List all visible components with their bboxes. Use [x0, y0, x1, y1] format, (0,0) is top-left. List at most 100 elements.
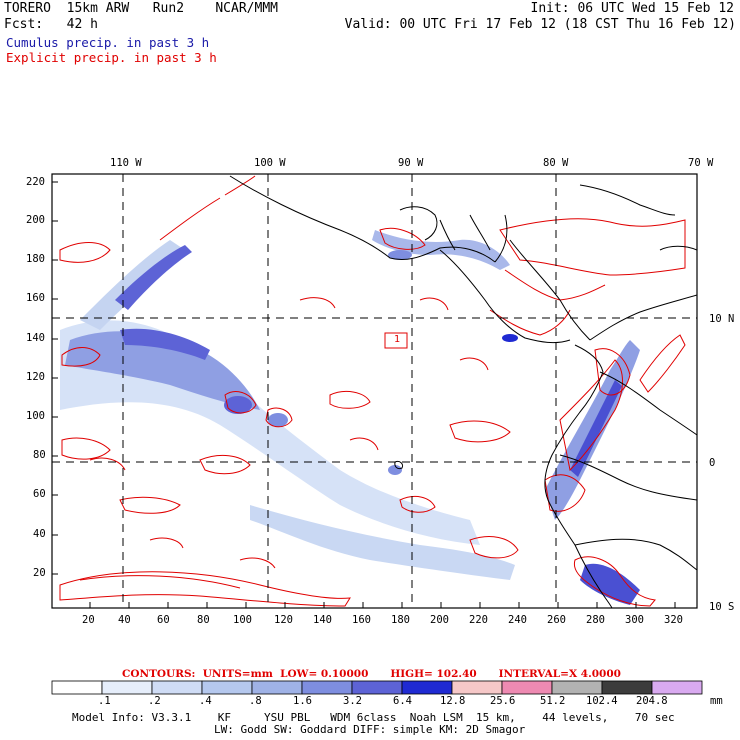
- contour: [449, 420, 511, 443]
- y-tick: 120: [26, 371, 45, 383]
- contours-label: CONTOURS:: [122, 668, 196, 680]
- y-tick: 200: [26, 214, 45, 226]
- contour: [329, 391, 371, 409]
- map-frame: [51, 173, 698, 609]
- org-label: NCAR/MMM: [215, 1, 278, 16]
- contour: [639, 334, 686, 393]
- low-label: LOW= 0.10000: [280, 668, 369, 680]
- colorbar-swatch: [451, 680, 503, 695]
- colorbar-swatch: [301, 680, 353, 695]
- precip-cell: [388, 465, 402, 475]
- colorbar-label: 3.2: [343, 695, 362, 707]
- coastline-south-america-north: [589, 294, 697, 341]
- lon-label-90w: 90 W: [398, 157, 424, 169]
- x-tick: 120: [274, 614, 293, 626]
- precip-band-south: [250, 505, 515, 580]
- precip-cell: [388, 250, 412, 260]
- colorbar-swatch: [151, 680, 203, 695]
- contour: [379, 227, 426, 250]
- x-tick: 220: [469, 614, 488, 626]
- init-time: Init: 06 UTC Wed 15 Feb 12: [530, 1, 735, 16]
- coastlines: [229, 175, 697, 608]
- lon-label-110w: 110 W: [110, 157, 142, 169]
- contour: [489, 309, 571, 336]
- fcst-value: 42 h: [66, 17, 98, 32]
- contour: [559, 359, 623, 472]
- x-tick: 80: [197, 614, 210, 626]
- colorbar-label: 1.6: [293, 695, 312, 707]
- coastline-central-america: [439, 249, 571, 344]
- contour: [499, 218, 686, 276]
- country-border: [559, 454, 697, 501]
- contour: [299, 297, 336, 309]
- lon-label-80w: 80 W: [543, 157, 569, 169]
- contour: [59, 242, 111, 263]
- precip-central-america: [372, 230, 510, 270]
- country-border: [574, 538, 697, 571]
- x-tick: 280: [586, 614, 605, 626]
- colorbar-label: .4: [199, 695, 212, 707]
- precip-bolivia: [580, 563, 640, 605]
- x-tick: 100: [233, 614, 252, 626]
- country-border: [439, 219, 456, 251]
- country-border: [599, 371, 697, 436]
- contour: [469, 536, 519, 559]
- contour: [224, 391, 257, 414]
- colorbar-label: .8: [249, 695, 262, 707]
- lat-label-10s: 10 S: [709, 601, 735, 613]
- contour: [61, 437, 111, 460]
- contour: [504, 269, 606, 301]
- lon-label-100w: 100 W: [254, 157, 286, 169]
- high-label: HIGH= 102.40: [390, 668, 477, 680]
- y-tick: 40: [33, 528, 46, 540]
- colorbar-label: 51.2: [540, 695, 566, 707]
- colorbar-swatch: [101, 680, 153, 695]
- x-tick: 240: [508, 614, 527, 626]
- x-tick: 260: [547, 614, 566, 626]
- precip-field: [52, 174, 697, 608]
- lat-lon-grid: [52, 174, 697, 608]
- lon-label-70w: 70 W: [688, 157, 714, 169]
- contour: [59, 571, 351, 607]
- contour: [544, 474, 586, 512]
- lat-label-10n: 10 N: [709, 313, 735, 325]
- y-tick: 80: [33, 449, 46, 461]
- x-tick: 180: [391, 614, 410, 626]
- model-info-line2: LW: Godd SW: Goddard DIFF: simple KM: 2D…: [214, 723, 526, 736]
- coastline-yucatan: [399, 206, 438, 241]
- coastline-cuba: [579, 184, 676, 216]
- x-tick: 60: [157, 614, 170, 626]
- coastline-islands: [659, 245, 697, 251]
- legend-cumulus: Cumulus precip. in past 3 h: [6, 35, 210, 50]
- contour: [349, 437, 379, 451]
- model-name: TORERO: [4, 1, 51, 16]
- legend-explicit: Explicit precip. in past 3 h: [6, 50, 217, 65]
- colorbar-swatch: [601, 680, 653, 695]
- interval-label: INTERVAL=X 4.0000: [498, 668, 621, 680]
- x-tick: 320: [664, 614, 683, 626]
- contour: [61, 347, 101, 367]
- contour: [79, 575, 241, 589]
- sounding-box-label: 1: [394, 334, 401, 345]
- contour: [594, 348, 631, 396]
- fcst-label: Fcst:: [4, 17, 44, 32]
- x-tick: 300: [625, 614, 644, 626]
- colorbar-label: 6.4: [393, 695, 412, 707]
- colorbar-label: 12.8: [440, 695, 466, 707]
- colorbar-label: 25.6: [490, 695, 516, 707]
- coastline-galapagos: [394, 461, 403, 470]
- run-label: Run2: [152, 1, 185, 16]
- colorbar-label: 102.4: [586, 695, 618, 707]
- precip-gulf-mexico: [115, 245, 192, 310]
- frame-ticks: [52, 181, 676, 608]
- coastline-mexico: [229, 175, 496, 263]
- contour: [239, 557, 276, 569]
- coastline-south-america-west: [544, 344, 613, 608]
- contour: [419, 297, 449, 311]
- colorbar-label: .2: [148, 695, 161, 707]
- y-tick: 60: [33, 488, 46, 500]
- colorbar: [51, 680, 703, 695]
- valid-time: Valid: 00 UTC Fri 17 Feb 12 (18 CST Thu …: [344, 17, 736, 32]
- precip-core-west-2: [120, 328, 210, 360]
